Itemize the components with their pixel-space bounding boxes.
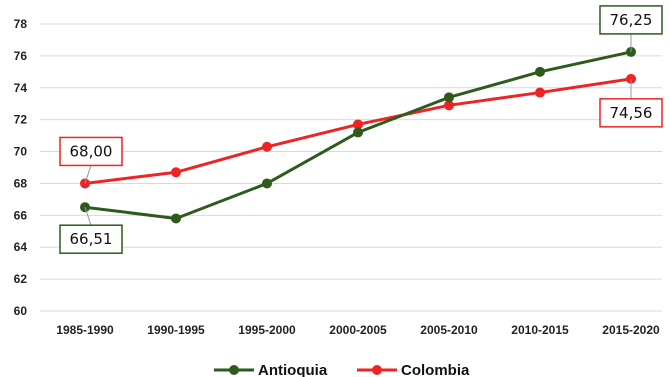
legend-label: Colombia <box>401 362 470 377</box>
legend-item-colombia: Colombia <box>357 362 470 377</box>
legend-swatch-marker <box>372 365 382 375</box>
x-axis: 1985-1990 1990-1995 1995-2000 2000-2005 2005… <box>56 323 660 337</box>
y-tick-label: 64 <box>14 240 28 254</box>
callout-leader <box>84 207 92 226</box>
x-tick-label: 2000-2005 <box>329 323 387 337</box>
data-point-colombia <box>171 167 181 178</box>
x-tick-label: 1990-1995 <box>147 323 205 337</box>
data-point-colombia <box>262 141 272 152</box>
y-axis: 60 62 64 66 68 70 72 74 76 78 <box>14 17 28 318</box>
callout-value: 68,00 <box>70 142 113 160</box>
callouts: 66,51 68,00 76,25 74,56 <box>59 5 663 254</box>
x-tick-label: 2010-2015 <box>511 323 569 337</box>
data-point-antioquia <box>535 66 545 77</box>
legend: Antioquia Colombia <box>214 362 470 377</box>
data-point-antioquia <box>171 213 181 224</box>
data-point-colombia <box>444 100 454 111</box>
data-callout: 68,00 <box>59 136 123 184</box>
callout-value: 74,56 <box>610 104 653 122</box>
data-callout: 74,56 <box>599 78 663 128</box>
callout-value: 66,51 <box>70 230 113 248</box>
y-tick-label: 62 <box>14 272 28 286</box>
y-tick-label: 60 <box>14 304 28 318</box>
legend-label: Antioquia <box>258 362 328 377</box>
series-group <box>80 46 636 224</box>
data-callout: 76,25 <box>599 5 663 52</box>
callout-box <box>599 98 663 128</box>
legend-swatch-marker <box>229 365 239 375</box>
y-tick-label: 76 <box>14 49 28 63</box>
callout-box <box>59 224 123 254</box>
data-point-colombia <box>535 87 545 98</box>
callout-box <box>599 5 663 35</box>
x-tick-label: 2015-2020 <box>602 323 660 337</box>
y-tick-label: 70 <box>14 145 28 159</box>
legend-item-antioquia: Antioquia <box>214 362 328 377</box>
y-tick-label: 78 <box>14 17 28 31</box>
y-tick-label: 72 <box>14 113 28 127</box>
y-tick-label: 66 <box>14 208 28 222</box>
data-point-colombia <box>353 119 363 130</box>
callout-value: 76,25 <box>610 11 653 29</box>
data-point-antioquia <box>353 127 363 138</box>
x-tick-label: 1985-1990 <box>56 323 114 337</box>
x-tick-label: 2005-2010 <box>420 323 478 337</box>
y-tick-label: 68 <box>14 176 28 190</box>
callout-box <box>59 136 123 167</box>
callout-leader <box>84 165 92 184</box>
data-callout: 66,51 <box>59 207 123 254</box>
y-tick-label: 74 <box>14 81 28 95</box>
x-tick-label: 1995-2000 <box>238 323 296 337</box>
data-point-antioquia <box>444 92 454 103</box>
data-point-antioquia <box>262 178 272 189</box>
